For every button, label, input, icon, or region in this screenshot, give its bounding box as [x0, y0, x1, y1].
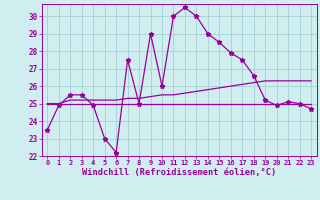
X-axis label: Windchill (Refroidissement éolien,°C): Windchill (Refroidissement éolien,°C)	[82, 168, 276, 177]
